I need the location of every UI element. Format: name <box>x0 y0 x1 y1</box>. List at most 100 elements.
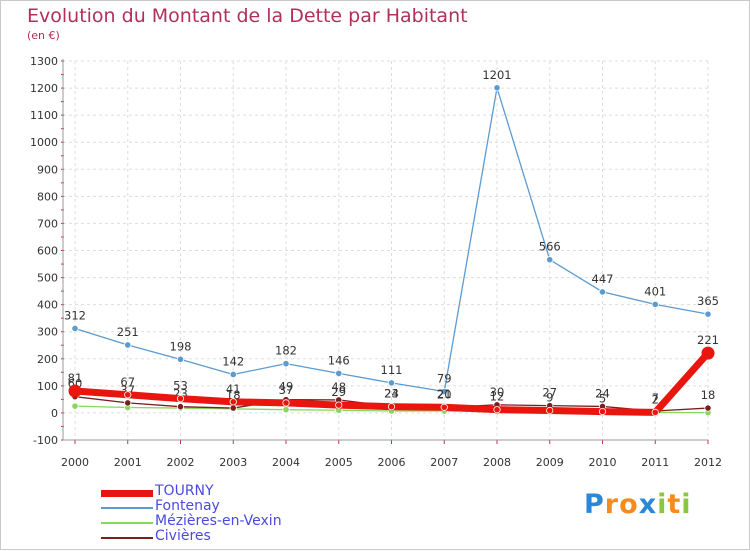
data-label: 221 <box>697 333 719 347</box>
data-point <box>493 406 501 414</box>
y-tick-label: 700 <box>37 217 58 230</box>
data-point <box>440 387 448 396</box>
data-point <box>387 403 396 411</box>
data-label: 9 <box>546 390 553 404</box>
data-point <box>124 391 132 399</box>
data-point <box>124 341 132 349</box>
proxiti-logo: Proxiti <box>584 489 692 520</box>
data-label: 29 <box>331 385 346 399</box>
x-tick-label: 2010 <box>589 456 617 469</box>
y-tick-label: 1000 <box>30 136 58 149</box>
data-point <box>546 256 554 264</box>
data-label: 7 <box>652 391 659 405</box>
y-tick-label: 500 <box>37 272 58 285</box>
data-label: 251 <box>117 325 139 339</box>
data-label: 23 <box>384 387 399 401</box>
data-label: 67 <box>120 375 135 389</box>
data-label: 49 <box>279 380 294 394</box>
data-point <box>440 403 448 411</box>
x-tick-label: 2002 <box>167 456 195 469</box>
y-tick-label: 0 <box>51 407 58 420</box>
logo-letter: x <box>638 489 658 520</box>
data-point <box>651 408 659 416</box>
data-label: 142 <box>222 354 244 368</box>
data-label: 312 <box>64 308 86 322</box>
data-label: 24 <box>595 386 610 400</box>
logo-letter: P <box>584 489 605 520</box>
data-label: 27 <box>542 386 557 400</box>
y-tick-label: 200 <box>37 353 58 366</box>
data-label: 12 <box>490 390 505 404</box>
legend-swatch <box>101 507 153 509</box>
data-label: 5 <box>599 392 606 406</box>
logo-letter: t <box>667 489 682 520</box>
data-point <box>335 369 343 378</box>
legend-label: TOURNY <box>155 483 214 499</box>
x-tick-label: 2003 <box>219 456 247 469</box>
data-point <box>704 310 712 318</box>
data-label: 111 <box>381 363 403 377</box>
y-tick-label: 900 <box>37 163 58 176</box>
data-point <box>68 384 82 398</box>
data-point <box>176 355 185 363</box>
data-label: 1201 <box>482 68 511 82</box>
legend-label: Fontenay <box>155 498 220 514</box>
data-label: 37 <box>279 383 294 397</box>
data-label: 18 <box>701 388 716 402</box>
x-tick-label: 2007 <box>430 456 458 469</box>
x-tick-label: 2012 <box>694 456 722 469</box>
y-tick-label: 1100 <box>30 109 58 122</box>
x-tick-label: 2005 <box>325 456 353 469</box>
y-tick-label: 100 <box>37 380 58 393</box>
data-point <box>598 407 607 416</box>
data-label: 146 <box>328 353 350 367</box>
data-label: 53 <box>173 379 188 393</box>
y-tick-label: 300 <box>37 326 58 339</box>
data-point <box>282 399 290 407</box>
logo-letter: o <box>619 489 639 520</box>
legend-label: Mézières-en-Vexin <box>155 513 282 529</box>
x-tick-label: 2001 <box>114 456 142 469</box>
data-point <box>176 403 185 411</box>
legend-label: Civières <box>155 528 211 544</box>
data-point <box>598 288 607 296</box>
data-point <box>651 300 659 308</box>
data-point <box>335 401 343 409</box>
x-tick-label: 2004 <box>272 456 300 469</box>
data-point <box>71 402 79 410</box>
data-point <box>493 84 501 92</box>
data-label: 2 <box>652 392 659 406</box>
data-point <box>176 394 185 403</box>
data-label: 24 <box>384 386 399 400</box>
y-tick-label: 800 <box>37 190 58 203</box>
x-tick-label: 2009 <box>536 456 564 469</box>
data-label: 79 <box>437 372 452 386</box>
logo-letter: i <box>681 489 692 520</box>
data-label: 447 <box>592 272 614 286</box>
legend-swatch <box>101 489 153 497</box>
data-point <box>282 360 290 368</box>
legend-swatch <box>101 537 153 539</box>
logo-letter: i <box>657 489 668 520</box>
data-label: 20 <box>437 388 452 402</box>
data-point <box>704 404 712 412</box>
x-tick-label: 2011 <box>641 456 669 469</box>
chart-unit-subtitle: (en €) <box>27 29 60 42</box>
data-point <box>282 406 290 414</box>
x-tick-label: 2000 <box>61 456 89 469</box>
y-tick-label: 600 <box>37 245 58 258</box>
x-tick-label: 2006 <box>378 456 406 469</box>
data-label: 21 <box>437 387 452 401</box>
y-tick-label: 1200 <box>30 82 58 95</box>
data-point <box>229 404 237 412</box>
legend-swatch <box>101 522 153 524</box>
data-point <box>229 398 237 406</box>
data-label: 182 <box>275 344 297 358</box>
data-label: 566 <box>539 240 561 254</box>
data-point <box>546 406 554 415</box>
data-label: 81 <box>68 371 83 385</box>
y-tick-label: -100 <box>33 434 58 447</box>
chart-title: Evolution du Montant de la Dette par Hab… <box>27 5 468 27</box>
data-label: 30 <box>490 385 505 399</box>
